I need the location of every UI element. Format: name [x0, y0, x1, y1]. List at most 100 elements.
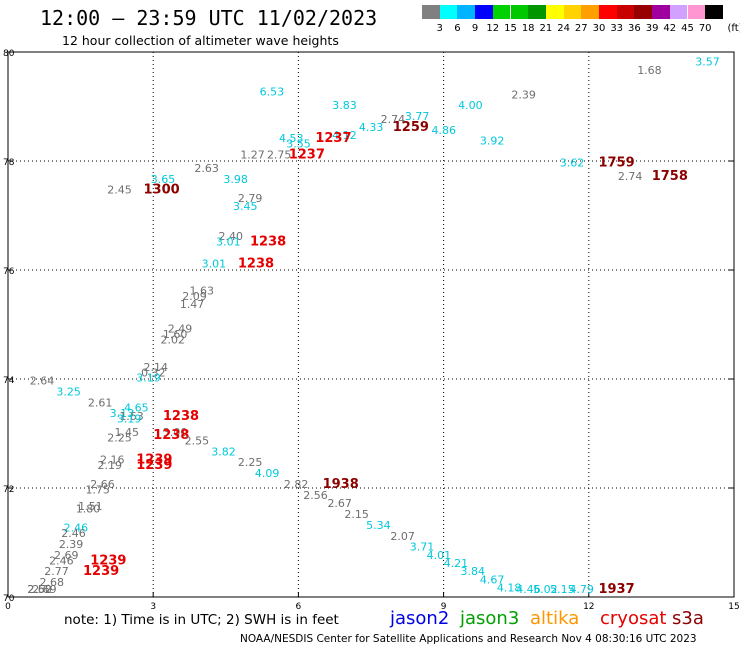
wave-height-label: 2.14 [144, 361, 169, 374]
y-tick-label: 74 [3, 376, 15, 386]
color-scale-label: 27 [574, 23, 588, 34]
color-scale-label: 15 [504, 23, 517, 34]
wave-height-label: 3.19 [136, 372, 161, 385]
color-scale-label: 45 [681, 23, 694, 34]
pass-time-label: 1239 [83, 564, 119, 579]
pass-time-label: 1758 [652, 169, 688, 184]
satellite-legend-cryosat: cryosat [600, 608, 667, 629]
wave-height-label: 2.39 [511, 88, 536, 101]
color-swatch [528, 5, 546, 19]
wave-height-label: 3.45 [233, 200, 258, 213]
plot-grid [8, 52, 734, 597]
wave-height-label: 1.63 [190, 285, 215, 298]
color-swatch [669, 5, 688, 19]
wave-height-label: 2.66 [90, 478, 115, 491]
units-note: note: 1) Time is in UTC; 2) SWH is in fe… [64, 612, 339, 628]
wave-height-label: 2.25 [107, 432, 132, 445]
wave-height-label: 3.13 [110, 407, 135, 420]
wave-height-label: 4.79 [569, 583, 594, 596]
satellite-legend-s3a: s3a [672, 608, 704, 629]
pass-time-label: 1239 [136, 452, 172, 467]
wave-height-label: 2.46 [64, 522, 89, 535]
wave-height-label: 4.01 [427, 549, 452, 562]
pass-time-label: 1238 [153, 428, 189, 443]
wave-height-label: 4.65 [124, 402, 149, 415]
wave-height-label: 1.45 [114, 426, 139, 439]
color-swatch [616, 5, 635, 19]
wave-height-label: 2.19 [98, 459, 123, 472]
wave-height-label: 4.21 [444, 557, 469, 570]
wave-height-label: 4.53 [279, 132, 304, 145]
wave-height-label: 2.74 [618, 170, 643, 183]
wave-height-label: 2.09 [182, 290, 207, 303]
wave-height-label: 2.61 [88, 396, 113, 409]
wave-height-label: 2.75 [267, 148, 292, 161]
color-scale-label: 18 [521, 23, 535, 34]
pass-time-label: 1300 [144, 183, 180, 198]
wave-height-label: 5.34 [366, 519, 391, 532]
wave-height-label: 3.62 [560, 156, 585, 169]
wave-height-label: 1.63 [119, 410, 144, 423]
wave-height-label: 3.77 [405, 110, 430, 123]
x-tick-label: 15 [728, 602, 739, 612]
color-scale-label: 36 [628, 23, 641, 34]
color-swatch [422, 5, 440, 19]
wave-height-label: 2.63 [194, 162, 219, 175]
wave-height-label: 1.80 [76, 503, 101, 516]
wave-height-label: 2.56 [303, 489, 328, 502]
color-scale-label: 39 [645, 23, 659, 34]
plot-frame [7, 51, 735, 598]
x-tick-label: 0 [5, 602, 11, 612]
pass-time-label: 1239 [136, 458, 172, 473]
color-scale-label: 12 [486, 23, 500, 34]
color-swatch [652, 5, 670, 19]
wave-height-label: 5.02 [533, 583, 558, 596]
wave-height-label: 2.64 [30, 374, 54, 387]
pass-time-label: 1238 [163, 409, 199, 424]
wave-height-label: 1.27 [240, 148, 265, 161]
y-tick-label: 72 [3, 485, 14, 495]
wave-height-label: 2.62 [27, 583, 52, 596]
wave-height-label: 4.12 [332, 129, 357, 142]
wave-height-label: 3.98 [223, 173, 248, 186]
wave-height-label: 1.68 [637, 64, 662, 77]
pass-time-label: 1238 [238, 256, 274, 271]
wave-height-label: 2.82 [284, 478, 309, 491]
color-swatch [545, 5, 564, 19]
wave-height-label: 2.55 [185, 434, 210, 447]
wave-height-label: 4.00 [458, 99, 483, 112]
y-tick-label: 70 [3, 594, 15, 604]
wave-height-label: 2.02 [160, 334, 185, 347]
pass-time-label: 1259 [393, 120, 429, 135]
pass-time-label: 1938 [323, 477, 359, 492]
wave-height-label: 3.00 [163, 426, 188, 439]
color-swatch [439, 5, 458, 19]
wave-height-labels: 6.531.683.572.394.003.832.74 3.774.33 1259… [27, 56, 719, 597]
wave-height-label: 3.65 [151, 173, 176, 186]
x-tick-label: 9 [441, 602, 447, 612]
satellite-legend-jason3: jason3 [460, 608, 520, 629]
wave-height-label: 3.19 [117, 413, 141, 426]
footer-credit: NOAA/NESDIS Center for Satellite Applica… [240, 633, 697, 645]
pass-time-label: 1237 [289, 147, 325, 162]
wave-height-label: 4.67 [480, 573, 505, 586]
wave-height-label: 2.45 [107, 184, 132, 197]
wave-height-label: 3.57 [695, 56, 720, 69]
wave-height-label: 2.40 [219, 230, 244, 243]
y-tick-label: 80 [3, 49, 15, 59]
wave-height-label: 4.09 [255, 467, 280, 480]
color-scale-label: 30 [592, 23, 606, 34]
pass-time-label: 1238 [250, 234, 286, 249]
page-title: 12:00 – 23:59 UTC 11/02/2023 [40, 6, 378, 30]
color-scale-label: 6 [454, 23, 461, 34]
wave-height-label: 2.77 [44, 565, 69, 578]
wave-height-label: 1.60 [163, 328, 188, 341]
wave-height-label: 2.69 [32, 583, 57, 596]
color-scale-label: 21 [539, 23, 553, 34]
page-subtitle: 12 hour collection of altimeter wave hei… [62, 33, 339, 48]
color-swatch [687, 5, 706, 19]
wave-height-label: 4.46 [516, 583, 541, 596]
color-swatch [510, 5, 529, 19]
pass-time-label: 1759 [598, 155, 634, 170]
wave-height-label: 2.67 [327, 497, 352, 510]
